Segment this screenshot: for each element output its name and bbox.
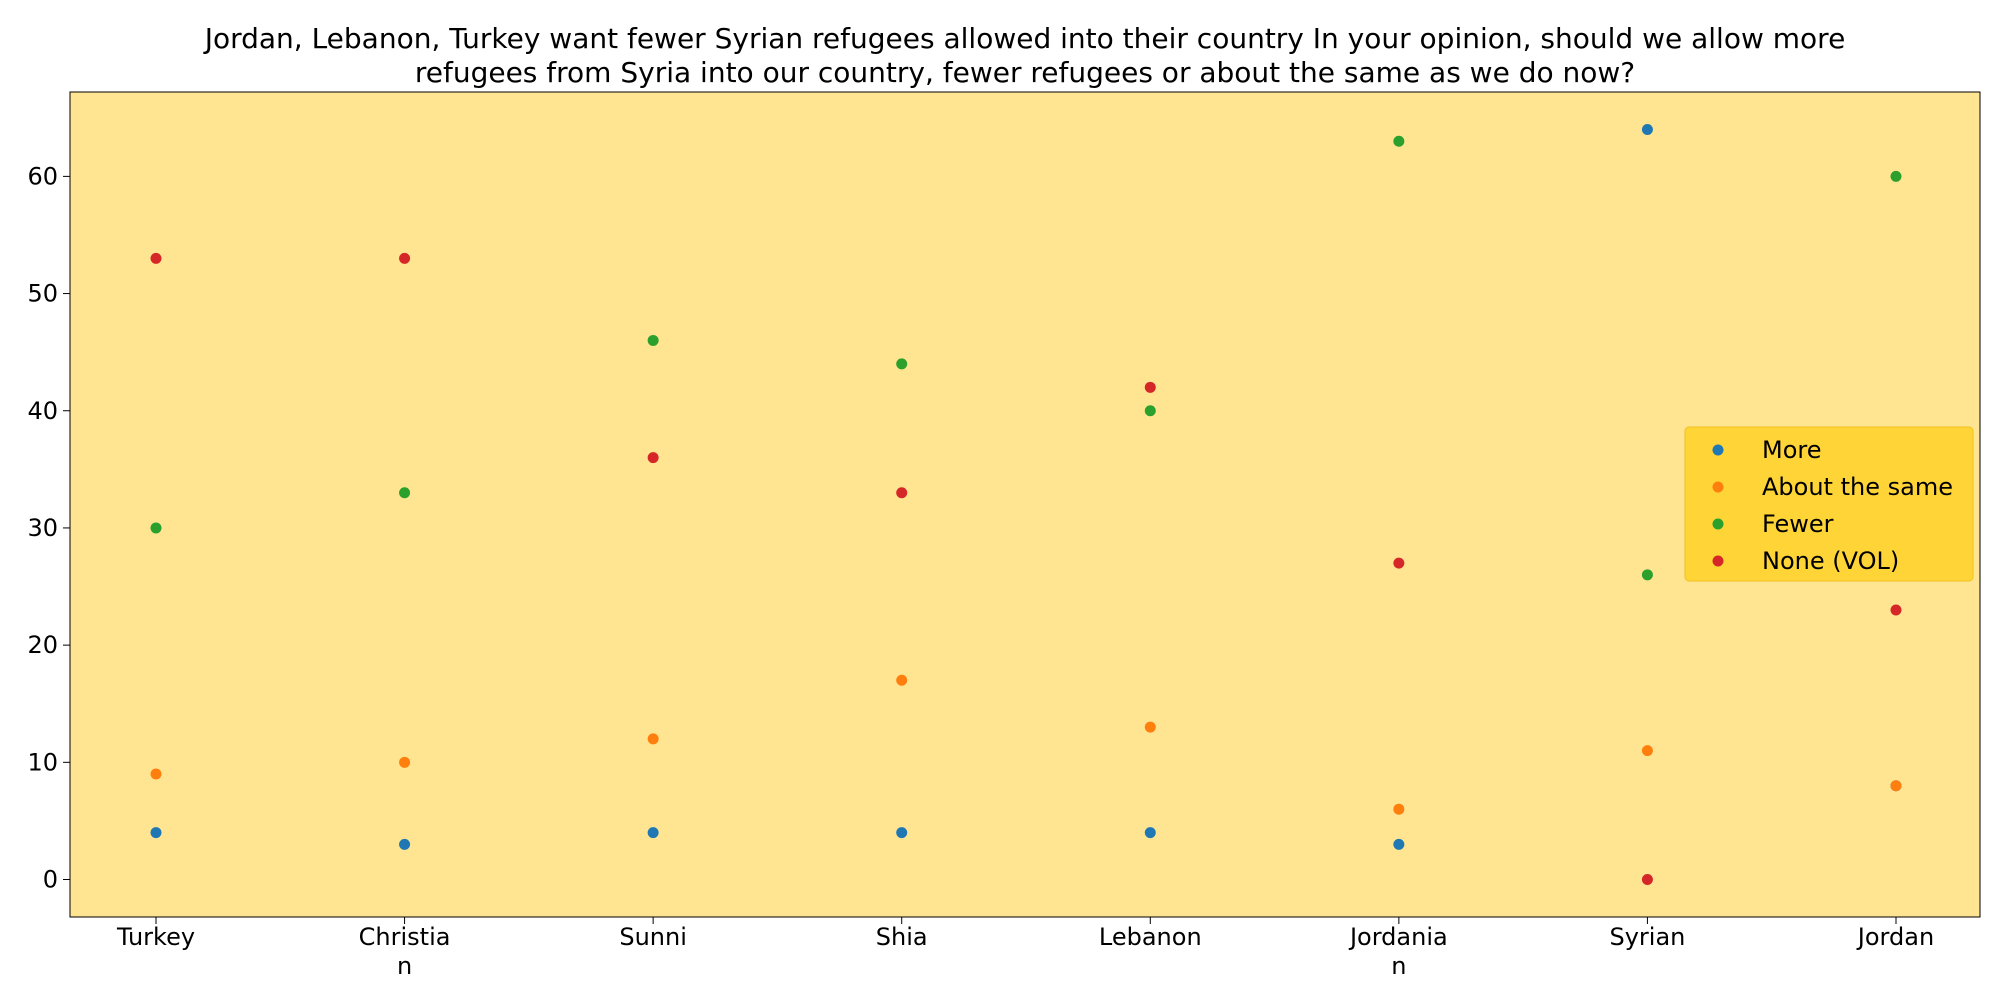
y-tick-label: 20 (27, 631, 58, 659)
point-none-vol-4 (1144, 381, 1156, 393)
point-fewer-6 (1641, 569, 1653, 581)
point-none-vol-3 (896, 487, 908, 499)
x-tick-label: Jordania (1348, 923, 1448, 951)
x-tick-label: Shia (876, 923, 928, 951)
point-fewer-2 (647, 334, 659, 346)
chart-title-line: refugees from Syria into our country, fe… (415, 56, 1635, 89)
y-axis: 0 10 20 30 40 50 60 (27, 162, 70, 894)
legend-label: About the same (1762, 473, 1953, 501)
point-fewer-0 (150, 522, 162, 534)
point-fewer-7 (1890, 170, 1902, 182)
legend-label: More (1762, 436, 1822, 464)
legend-marker (1712, 444, 1724, 456)
point-more-6 (1641, 124, 1653, 135)
point-about-the-same-1 (399, 756, 411, 768)
x-tick-label: Turkey (116, 923, 195, 951)
y-tick-label: 50 (27, 280, 58, 308)
legend: More About the same Fewer None (VOL) (1684, 426, 1974, 582)
data-points (150, 124, 1902, 885)
point-about-the-same-7 (1890, 780, 1902, 792)
point-fewer-5 (1393, 135, 1405, 147)
point-about-the-same-6 (1641, 745, 1653, 757)
point-none-vol-2 (647, 452, 659, 464)
y-tick-label: 30 (27, 514, 58, 542)
point-more-5 (1393, 838, 1405, 850)
point-more-2 (647, 827, 659, 839)
point-more-1 (399, 838, 411, 850)
point-fewer-1 (399, 487, 411, 499)
point-none-vol-7 (1890, 604, 1902, 616)
point-none-vol-0 (150, 252, 162, 264)
x-tick-label: Syrian (1609, 923, 1685, 951)
point-more-0 (150, 827, 162, 839)
y-tick-label: 0 (43, 866, 58, 894)
legend-label: None (VOL) (1762, 547, 1899, 575)
point-about-the-same-2 (647, 733, 659, 745)
chart-title-line: Jordan, Lebanon, Turkey want fewer Syria… (203, 22, 1846, 55)
chart-title: Jordan, Lebanon, Turkey want fewer Syria… (203, 22, 1846, 89)
point-about-the-same-4 (1144, 721, 1156, 733)
point-more-4 (1144, 827, 1156, 839)
x-tick-label: Lebanon (1099, 923, 1202, 951)
plot-area (69, 91, 1981, 918)
x-tick-label: n (1391, 952, 1406, 980)
y-tick-label: 60 (27, 162, 58, 190)
point-none-vol-1 (399, 252, 411, 264)
point-about-the-same-5 (1393, 803, 1405, 815)
x-tick-label: Jordan (1856, 923, 1934, 951)
legend-marker (1712, 518, 1724, 530)
point-none-vol-5 (1393, 557, 1405, 569)
x-tick-label: Christia (359, 923, 451, 951)
x-tick-label: Sunni (619, 923, 687, 951)
legend-box (1684, 426, 1974, 582)
point-about-the-same-3 (896, 674, 908, 686)
y-tick-label: 40 (27, 397, 58, 425)
legend-marker (1712, 555, 1724, 567)
point-none-vol-6 (1641, 874, 1653, 885)
point-about-the-same-0 (150, 768, 162, 780)
legend-label: Fewer (1762, 510, 1834, 538)
point-more-3 (896, 827, 908, 839)
x-tick-label: n (397, 952, 412, 980)
legend-marker (1712, 481, 1724, 493)
y-tick-label: 10 (27, 748, 58, 776)
point-fewer-3 (896, 358, 908, 370)
point-fewer-4 (1144, 405, 1156, 417)
